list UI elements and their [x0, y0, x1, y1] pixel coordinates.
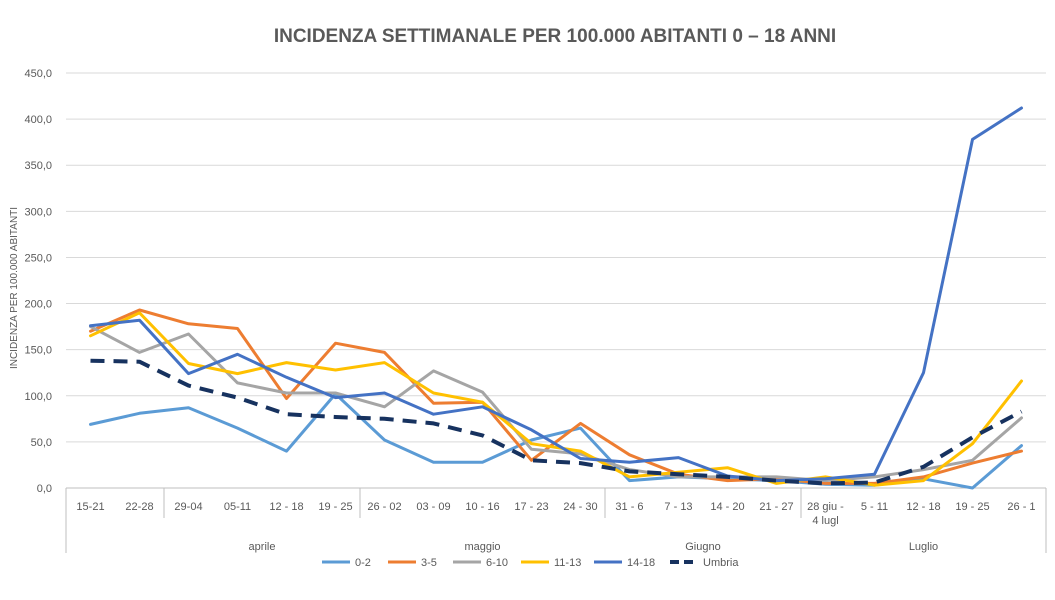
x-tick-label: 19 - 25 — [955, 501, 989, 513]
x-tick-label: 05-11 — [224, 501, 251, 513]
y-tick-label: 100,0 — [24, 391, 52, 403]
chart-title: INCIDENZA SETTIMANALE PER 100.000 ABITAN… — [274, 26, 836, 47]
y-tick-label: 50,0 — [31, 437, 52, 449]
x-tick-label: 28 giu -4 lugl — [807, 501, 844, 527]
y-tick-label: 250,0 — [24, 252, 52, 264]
y-tick-label: 200,0 — [24, 299, 52, 311]
x-tick-label: 14 - 20 — [710, 501, 744, 513]
y-axis-ticks: 0,0 50,0 100,0 150,0 200,0 250,0 300,0 350,0 400… — [24, 68, 52, 495]
legend-label: 0-2 — [355, 557, 371, 569]
x-tick-label: 26 - 1 — [1007, 501, 1035, 513]
x-group-label: Giugno — [685, 541, 720, 553]
x-group-label: Luglio — [909, 541, 938, 553]
x-tick-label: 21 - 27 — [759, 501, 793, 513]
legend-label: 3-5 — [421, 557, 437, 569]
x-tick-label: 31 - 6 — [615, 501, 643, 513]
x-tick-label: 22-28 — [125, 501, 153, 513]
x-tick-label: 5 - 11 — [861, 501, 888, 513]
y-tick-label: 0,0 — [37, 483, 52, 495]
y-tick-label: 150,0 — [24, 345, 52, 357]
y-axis-label: INCIDENZA PER 100.000 ABITANTI — [9, 207, 20, 369]
x-tick-label: 7 - 13 — [664, 501, 692, 513]
x-tick-label: 29-04 — [174, 501, 202, 513]
x-axis: 15-21 22-28 29-04 05-11 12 - 18 19 - 25 26 - 0… — [65, 488, 1047, 553]
x-tick-label: 12 - 18 — [906, 501, 940, 513]
x-tick-label: 26 - 02 — [367, 501, 401, 513]
series-line-14-18 — [89, 106, 1023, 483]
series-lines — [89, 106, 1023, 490]
x-tick-label: 19 - 25 — [318, 501, 352, 513]
x-group-label: maggio — [464, 541, 500, 553]
x-tick-label: 12 - 18 — [269, 501, 303, 513]
y-tick-label: 350,0 — [24, 160, 52, 172]
series-line-6-10 — [89, 325, 1023, 483]
x-group-label: aprile — [249, 541, 276, 553]
legend-label: 6-10 — [486, 557, 508, 569]
y-tick-label: 400,0 — [24, 114, 52, 126]
legend-label: 11-13 — [554, 557, 581, 569]
legend-label: 14-18 — [627, 557, 655, 569]
x-tick-label: 15-21 — [76, 501, 104, 513]
legend: 0-2 3-5 6-10 11-13 14-18 Umbria — [322, 557, 739, 569]
y-tick-label: 300,0 — [24, 206, 52, 218]
series-line-umbria — [90, 358, 1023, 486]
legend-label: Umbria — [703, 557, 739, 569]
y-tick-label: 450,0 — [24, 68, 52, 80]
x-tick-label: 17 - 23 — [514, 501, 548, 513]
x-tick-label: 10 - 16 — [465, 501, 499, 513]
x-tick-label: 24 - 30 — [563, 501, 597, 513]
x-tick-label: 03 - 09 — [416, 501, 450, 513]
